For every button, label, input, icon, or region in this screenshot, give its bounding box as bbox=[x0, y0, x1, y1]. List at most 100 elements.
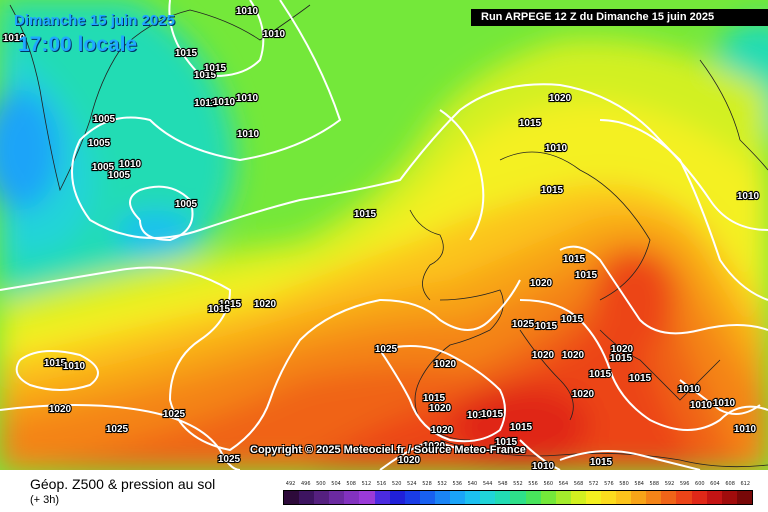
scale-label: 572 bbox=[588, 481, 599, 487]
scale-label: 556 bbox=[528, 481, 538, 487]
isobar-label: 1020 bbox=[431, 425, 454, 436]
scale-swatch bbox=[465, 491, 481, 504]
isobar-label: 1015 bbox=[354, 209, 377, 220]
scale-label: 552 bbox=[513, 481, 523, 487]
scale-swatch bbox=[646, 491, 662, 504]
isobar-label: 1010 bbox=[236, 6, 259, 17]
isobar-label: 1010 bbox=[532, 461, 555, 470]
scale-swatch bbox=[329, 491, 345, 504]
isobars bbox=[0, 0, 768, 470]
isobar-label: 1015 bbox=[495, 437, 518, 448]
scale-swatch bbox=[555, 491, 571, 504]
scale-label: 564 bbox=[558, 481, 569, 487]
scale-swatch bbox=[404, 491, 420, 504]
isobar-label: 1010 bbox=[713, 398, 736, 409]
color-scale-bar bbox=[283, 490, 753, 505]
isobar-label: 1020 bbox=[562, 350, 585, 361]
scale-label: 544 bbox=[482, 481, 493, 487]
isobar-label: 1025 bbox=[375, 344, 398, 355]
scale-swatch bbox=[480, 491, 496, 504]
isobar-label: 1020 bbox=[434, 359, 457, 370]
isobar-label: 1025 bbox=[106, 424, 129, 435]
scale-swatch bbox=[721, 491, 737, 504]
isobar-label: 1010 bbox=[737, 191, 760, 202]
isobar-label: 1020 bbox=[49, 404, 72, 415]
isobar-label: 1015 bbox=[541, 185, 564, 196]
weather-map: 1010 1015 1015 1015 1011 1010 1010 1010 1010 1005… bbox=[0, 0, 768, 470]
isobar-label: 1015 bbox=[194, 70, 217, 81]
isobar-label: 1020 bbox=[423, 441, 446, 452]
color-scale: 492 496 500 504 508 512 516 520 524 528 532 536 540 5… bbox=[283, 478, 753, 508]
isobar-label: 1015 bbox=[44, 358, 67, 369]
isobar-label: 1005 bbox=[108, 170, 131, 181]
isobar-label: 1015 bbox=[481, 409, 504, 420]
scale-swatch bbox=[676, 491, 692, 504]
isobar-label: 1025 bbox=[218, 454, 241, 465]
scale-swatch bbox=[661, 491, 677, 504]
scale-label: 600 bbox=[695, 481, 705, 487]
isobar-label: 1020 bbox=[532, 350, 555, 361]
scale-label: 512 bbox=[361, 481, 372, 487]
scale-swatch bbox=[344, 491, 360, 504]
isobar-label: 1010 bbox=[734, 424, 757, 435]
scale-swatch bbox=[616, 491, 632, 504]
scale-label: 604 bbox=[710, 481, 720, 487]
scale-swatch bbox=[495, 491, 511, 504]
isobar-label: 1015 bbox=[590, 457, 613, 468]
isobar-label: 1010 bbox=[237, 129, 260, 140]
scale-swatch bbox=[585, 491, 601, 504]
scale-swatch bbox=[631, 491, 647, 504]
isobar-label: 1020 bbox=[549, 93, 572, 104]
scale-label: 576 bbox=[604, 481, 614, 487]
color-scale-labels: 492 496 500 504 508 512 516 520 524 528 532 536 540 5… bbox=[283, 478, 753, 490]
scale-swatch bbox=[419, 491, 435, 504]
scale-label: 508 bbox=[346, 481, 356, 487]
isobar-label: 1015 bbox=[204, 63, 227, 74]
isobar-label: 1020 bbox=[530, 278, 553, 289]
isobar-label: 1025 bbox=[163, 409, 186, 420]
scale-swatch bbox=[359, 491, 375, 504]
isobar-label: 1010 bbox=[63, 361, 86, 372]
run-banner: Run ARPEGE 12 Z du Dimanche 15 juin 2025 bbox=[471, 9, 768, 26]
scale-swatch bbox=[434, 491, 451, 504]
isobar-label: 1015 bbox=[563, 254, 586, 265]
scale-swatch bbox=[736, 491, 752, 504]
scale-label: 548 bbox=[497, 481, 508, 487]
scale-label: 536 bbox=[452, 481, 463, 487]
scale-label: 540 bbox=[467, 481, 478, 487]
scale-label: 612 bbox=[740, 481, 751, 487]
scale-label: 524 bbox=[407, 481, 417, 487]
scale-label: 596 bbox=[679, 481, 690, 487]
scale-swatch bbox=[600, 491, 617, 504]
isobar-label: 1010 bbox=[3, 33, 26, 44]
scale-label: 584 bbox=[634, 481, 644, 487]
isobar-label: 1015 bbox=[561, 314, 584, 325]
isobar-label: 1015 bbox=[175, 48, 198, 59]
scale-swatch bbox=[389, 491, 405, 504]
isobar-label: 1020 bbox=[611, 344, 634, 355]
isobar-label: 1010 bbox=[545, 143, 568, 154]
scale-label: 528 bbox=[422, 481, 432, 487]
isobar-label: 1010 bbox=[119, 159, 142, 170]
isobar-label: 1015 bbox=[510, 422, 533, 433]
isobar-label: 1020 bbox=[254, 299, 277, 310]
isobar-label: 1015 bbox=[610, 353, 633, 364]
scale-swatch bbox=[314, 491, 330, 504]
scale-swatch bbox=[691, 491, 707, 504]
isobar-label: 1011 bbox=[194, 98, 216, 109]
scale-label: 532 bbox=[437, 481, 447, 487]
scale-label: 500 bbox=[316, 481, 326, 487]
scale-label: 580 bbox=[619, 481, 629, 487]
isobar-label: 1005 bbox=[93, 114, 116, 125]
scale-label: 592 bbox=[664, 481, 675, 487]
scale-label: 504 bbox=[331, 481, 341, 487]
isobar-label: 1015 bbox=[423, 393, 446, 404]
isobar-label: 1015 bbox=[535, 321, 558, 332]
isobar-label: 1005 bbox=[92, 162, 115, 173]
isobar-label: 1015 bbox=[629, 373, 652, 384]
scale-label: 496 bbox=[300, 481, 311, 487]
isobar-label: 1010 bbox=[690, 400, 713, 411]
scale-swatch bbox=[299, 491, 315, 504]
